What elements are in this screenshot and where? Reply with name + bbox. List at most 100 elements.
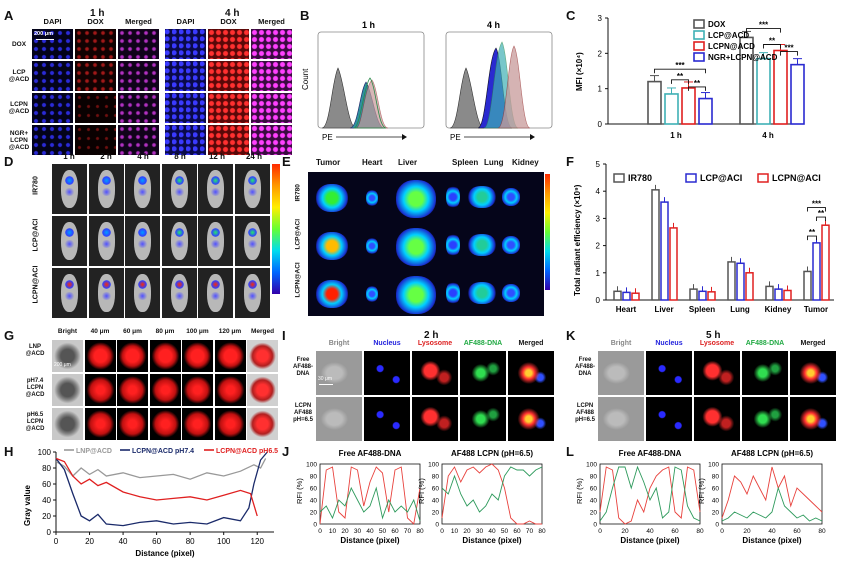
j-line-lysosome bbox=[441, 463, 542, 525]
g-spheroid-image bbox=[182, 340, 213, 372]
d-signal-spot bbox=[101, 228, 111, 237]
d-signal-spot-secondary bbox=[137, 188, 148, 196]
d-mouse-image bbox=[88, 268, 124, 318]
f-sig-label: ** bbox=[818, 209, 825, 218]
l-xtick-label: 40 bbox=[646, 528, 654, 535]
j-ylabel: RFI (%) bbox=[417, 478, 426, 504]
h-xtick-label: 0 bbox=[54, 537, 59, 546]
a-micrograph bbox=[165, 125, 206, 155]
d-signal-spot-secondary bbox=[210, 292, 221, 300]
g-col-header: Merged bbox=[250, 328, 275, 335]
panel-label-j: J bbox=[282, 444, 290, 459]
l-xtick-label: 0 bbox=[598, 528, 602, 535]
c-sig-label: ** bbox=[677, 72, 684, 81]
a-col-header: DAPI bbox=[176, 17, 195, 26]
a-micrograph bbox=[118, 125, 159, 155]
k-micrograph bbox=[646, 351, 692, 395]
g-col-header: Bright bbox=[57, 328, 78, 335]
h-ytick-label: 20 bbox=[42, 512, 51, 521]
d-colorbar bbox=[272, 164, 280, 294]
g-spheroid-image bbox=[247, 340, 278, 372]
f-ylabel: Total radiant efficiency (×10⁹) bbox=[573, 184, 582, 296]
j-xtick-label: 0 bbox=[318, 528, 322, 535]
d-signal-spot-secondary bbox=[210, 240, 221, 248]
d-row-label: IR780 bbox=[32, 176, 40, 195]
f-bar bbox=[622, 291, 631, 301]
k-row-label: LCPN AF488 pH=6.5 bbox=[575, 403, 595, 423]
a-micrograph bbox=[208, 29, 249, 59]
d-signal-spot bbox=[101, 176, 111, 185]
a-scale-bar bbox=[36, 39, 54, 40]
c-legend-label: DOX bbox=[708, 20, 726, 29]
i-micrograph bbox=[412, 397, 458, 441]
e-organ-signal bbox=[502, 236, 520, 254]
j-xtick-label: 40 bbox=[366, 528, 374, 535]
l-subtitle: Free AF488-DNA bbox=[619, 449, 682, 458]
a-micrograph bbox=[32, 125, 73, 155]
a-micrograph bbox=[208, 125, 249, 155]
f-sig-bracket bbox=[807, 207, 826, 212]
j-ytick-label: 60 bbox=[310, 486, 318, 493]
d-signal-spot-secondary bbox=[137, 292, 148, 300]
j-xtick-label: 30 bbox=[476, 528, 484, 535]
j-ytick-label: 80 bbox=[310, 474, 318, 481]
l-xlabel: Distance (pixel) bbox=[742, 536, 801, 545]
j-xlabel: Distance (pixel) bbox=[340, 536, 399, 545]
e-organ-label: Spleen bbox=[452, 158, 479, 167]
e-organ-label: Heart bbox=[362, 158, 383, 167]
c-bar bbox=[739, 36, 754, 125]
g-spheroid-image bbox=[149, 374, 181, 406]
e-organ-signal bbox=[316, 184, 348, 212]
g-col-header: 40 μm bbox=[90, 328, 110, 335]
panel-label-f: F bbox=[566, 154, 574, 169]
f-bar bbox=[669, 227, 678, 301]
b-peak-dox-1h bbox=[355, 79, 389, 129]
d-mouse-image bbox=[234, 164, 270, 214]
b-xlabel-4h: PE bbox=[450, 133, 461, 142]
b-peak-control-4h bbox=[449, 67, 485, 129]
e-organ-label: Lung bbox=[484, 158, 504, 167]
l-ylabel: RFI (%) bbox=[575, 478, 584, 504]
d-signal-spot bbox=[65, 176, 74, 185]
l-line-af488 bbox=[721, 486, 823, 522]
d-time-label: 2 h bbox=[100, 152, 112, 161]
f-bar bbox=[660, 201, 669, 301]
d-mouse-image bbox=[125, 164, 160, 214]
k-micrograph bbox=[694, 397, 740, 441]
j-plot-frame bbox=[319, 463, 421, 525]
f-ytick-label: 2 bbox=[596, 242, 601, 251]
e-organ-signal bbox=[316, 232, 348, 260]
j-subtitle: Free AF488-DNA bbox=[339, 449, 402, 458]
f-bar bbox=[689, 288, 698, 301]
i-col-header: Lysosome bbox=[417, 340, 453, 347]
d-time-label: 1 h bbox=[63, 152, 75, 161]
panel-e: Tumor Heart Liver Spleen Lung Kidney IR780 LCP… bbox=[292, 152, 558, 318]
d-signal-spot bbox=[174, 280, 184, 289]
panel-label-a: A bbox=[4, 8, 14, 23]
b-peak-control-1h bbox=[321, 67, 357, 129]
h-legend-label: LCPN@ACD pH7.4 bbox=[132, 448, 194, 455]
d-mouse-image bbox=[161, 268, 197, 318]
j-xtick-label: 50 bbox=[379, 528, 387, 535]
d-signal-spot bbox=[65, 228, 74, 237]
k-micrograph bbox=[790, 351, 836, 395]
f-bar bbox=[631, 292, 640, 301]
d-signal-spot bbox=[174, 228, 184, 237]
j-xtick-label: 20 bbox=[341, 528, 349, 535]
a-micrograph bbox=[75, 93, 116, 123]
d-signal-spot bbox=[101, 280, 111, 289]
j-xtick-label: 30 bbox=[354, 528, 362, 535]
a-row-label: LCP @ACD bbox=[8, 69, 30, 83]
j-ytick-label: 40 bbox=[432, 498, 440, 505]
d-signal-spot bbox=[211, 280, 220, 289]
f-bar bbox=[698, 290, 707, 301]
panel-d: 1 h 2 h 4 h 8 h 12 h 24 h IR780 LCP@ACI LCPN@AC… bbox=[20, 152, 282, 320]
c-bar bbox=[698, 97, 713, 125]
panel-label-g: G bbox=[4, 328, 15, 343]
e-row-label: LCP@ACI bbox=[294, 218, 302, 250]
g-row-label: pH7.4 LCPN @ACD bbox=[25, 378, 45, 398]
j-xtick-label: 10 bbox=[329, 528, 337, 535]
l-ytick-label: 0 bbox=[593, 522, 597, 529]
a-micrograph bbox=[32, 93, 73, 123]
